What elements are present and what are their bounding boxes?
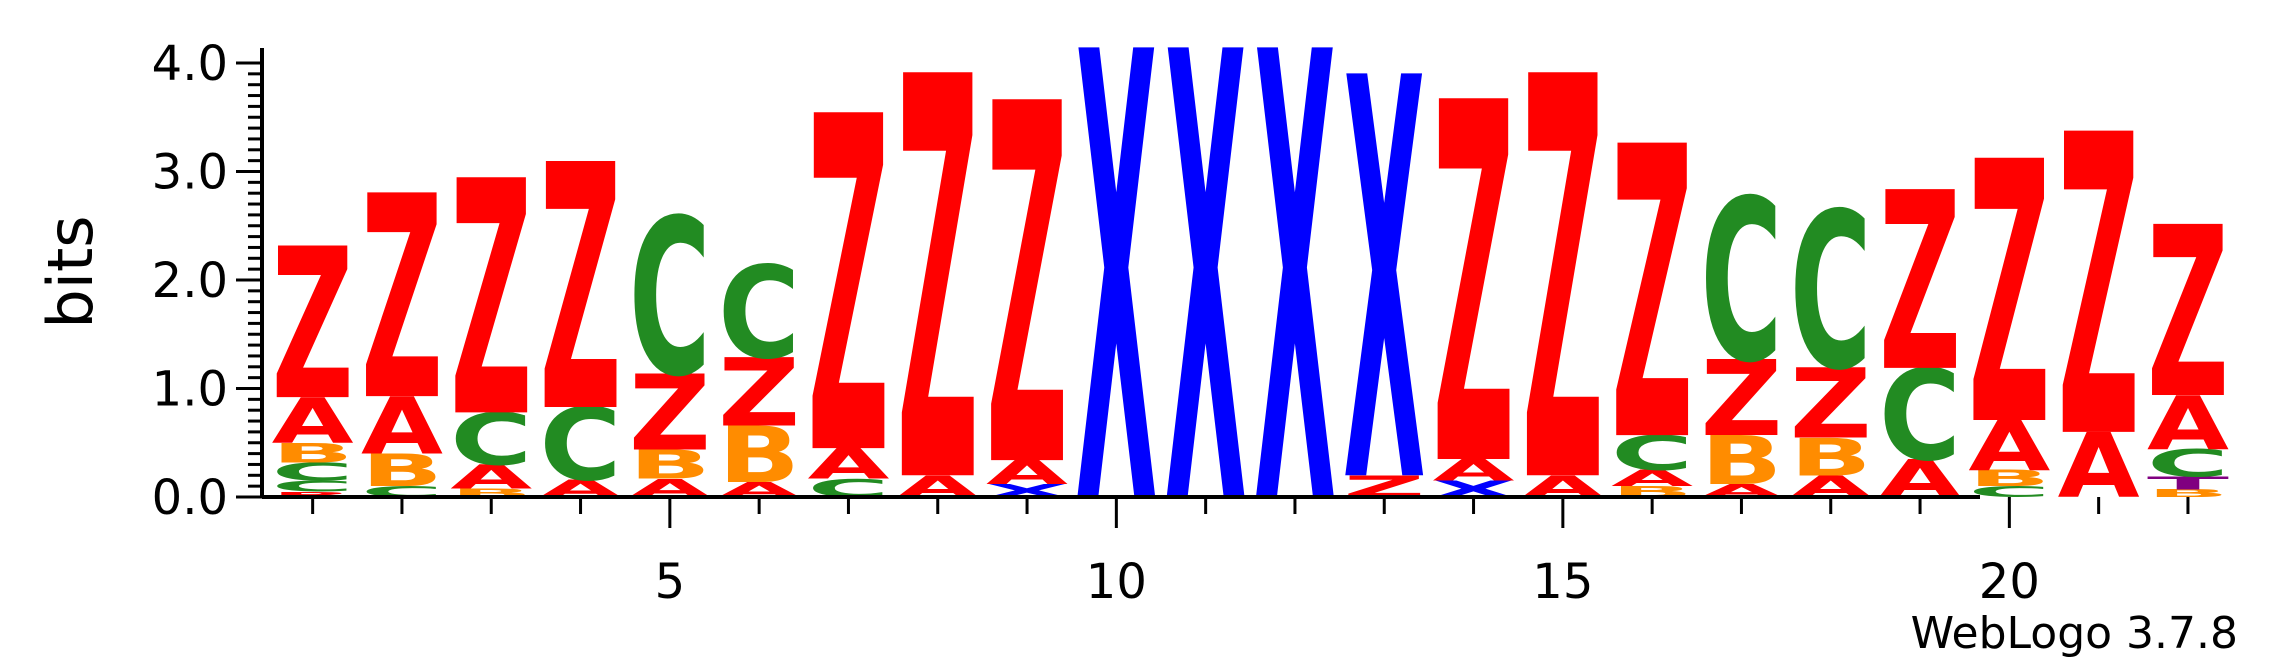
glyph-B-pos-1: B	[272, 438, 354, 469]
stack-position-12: X	[1254, 0, 1336, 643]
glyph-A-pos-3: A	[450, 458, 532, 496]
y-tick-label: 3.0	[152, 145, 228, 201]
stack-position-13: ZX	[1343, 0, 1425, 606]
stack-position-11: X	[1165, 0, 1247, 643]
glyph-Z-pos-7: Z	[807, 22, 889, 558]
glyph-B-pos-20: B	[1968, 466, 2050, 492]
glyph-X-pos-10: X	[1075, 0, 1157, 643]
glyph-A-pos-20: A	[1968, 407, 2050, 487]
glyph-B-pos-18: B	[1790, 427, 1872, 487]
x-tick-label: 20	[1979, 554, 2040, 610]
glyph-Z-pos-9: Z	[986, 1, 1068, 577]
glyph-X-pos-13: X	[1343, 0, 1425, 606]
glyph-B-pos-2: B	[361, 446, 443, 497]
glyph-C-pos-3: C	[450, 399, 532, 482]
glyph-B-pos-22: B	[2147, 487, 2229, 499]
stack-position-10: X	[1075, 0, 1157, 643]
glyph-Z-pos-6: Z	[718, 340, 800, 448]
stack-position-8: AZ	[897, 0, 979, 607]
glyph-A-pos-2: A	[361, 381, 443, 473]
glyph-Z-pos-3: Z	[450, 113, 532, 488]
glyph-Z-pos-18: Z	[1790, 347, 1872, 460]
glyph-C-pos-6: C	[718, 240, 800, 387]
glyph-X-pos-11: X	[1165, 0, 1247, 643]
y-tick-label: 4.0	[152, 36, 228, 92]
glyph-C-pos-19: C	[1879, 343, 1961, 488]
glyph-B-pos-17: B	[1700, 423, 1782, 501]
y-ticks: 0.0 1.0 2.0 3.0 4.0	[152, 36, 262, 526]
stack-position-14: XAZ	[1433, 0, 1515, 576]
stack-position-9: XAZ	[986, 1, 1068, 577]
glyph-C-pos-16: C	[1611, 426, 1693, 481]
glyph-Z-pos-1: Z	[272, 206, 354, 447]
x-tick-label: 15	[1532, 554, 1593, 610]
glyph-B-pos-5: B	[629, 442, 711, 488]
glyph-Z-pos-5: Z	[629, 353, 711, 475]
y-tick-label: 2.0	[152, 253, 228, 309]
y-axis-label: bits	[34, 215, 107, 328]
glyph-A-pos-14: A	[1433, 454, 1515, 488]
glyph-C-pos-20: C	[1968, 483, 2050, 500]
glyph-A-pos-16: A	[1611, 466, 1693, 492]
stack-position-7: CAZ	[807, 22, 889, 558]
weblogo-credit: WebLogo 3.7.8	[1911, 608, 2238, 659]
stack-position-21: AZ	[2058, 50, 2140, 530]
y-tick-label: 1.0	[152, 362, 228, 418]
y-tick-label: 0.0	[152, 470, 228, 526]
glyph-Z-pos-19: Z	[1879, 142, 1961, 427]
x-ticks: 5 10 15 20	[311, 497, 2190, 610]
glyph-Z-pos-17: Z	[1700, 338, 1782, 460]
glyph-A-pos-7: A	[807, 440, 889, 489]
glyph-B-pos-6: B	[718, 411, 800, 501]
axes: 0.0 1.0 2.0 3.0 4.0 5 10 15 20	[152, 36, 2190, 610]
glyph-C-pos-5: C	[629, 175, 711, 425]
glyph-C-pos-17: C	[1700, 152, 1782, 412]
glyph-R-pos-1: R	[272, 490, 354, 499]
glyph-T-pos-22: T	[2147, 473, 2230, 494]
glyph-Z-pos-20: Z	[1968, 87, 2050, 505]
x-tick-label: 5	[655, 554, 686, 610]
glyph-Z-pos-16: Z	[1611, 62, 1693, 530]
x-tick-label: 10	[1086, 554, 1147, 610]
glyph-Z-pos-4: Z	[540, 95, 622, 488]
glyph-C-pos-1: C	[272, 478, 354, 495]
glyph-A-pos-1: A	[272, 385, 354, 458]
glyph-Z-pos-21: Z	[2058, 50, 2140, 530]
glyph-C-pos-4: C	[540, 387, 622, 503]
glyph-Z-pos-2: Z	[361, 138, 443, 463]
glyph-Z-pos-22: Z	[2147, 178, 2229, 451]
stack-position-19: ACZ	[1879, 142, 1962, 510]
glyph-C-pos-1: C	[272, 458, 354, 487]
stack-position-4: ACZ	[540, 95, 623, 504]
glyph-X-pos-12: X	[1254, 0, 1336, 643]
glyph-A-pos-9: A	[986, 454, 1068, 492]
glyph-Z-pos-14: Z	[1433, 0, 1515, 576]
glyph-Z-pos-8: Z	[897, 0, 979, 607]
glyph-A-pos-22: A	[2147, 380, 2229, 467]
glyph-C-pos-18: C	[1790, 168, 1872, 418]
glyph-C-pos-22: C	[2147, 442, 2229, 485]
